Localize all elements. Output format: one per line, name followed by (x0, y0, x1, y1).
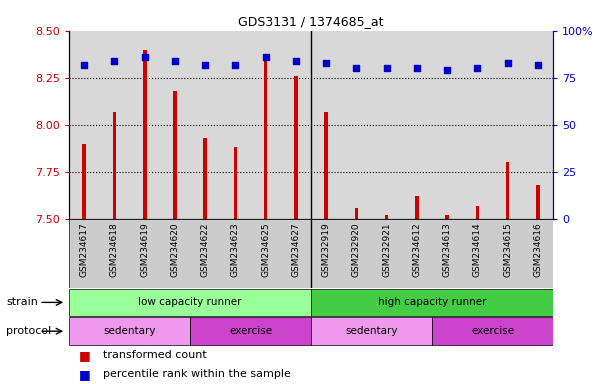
Bar (432, 317, 553, 345)
Bar (401, 31, 432, 219)
Text: GSM234622: GSM234622 (201, 222, 210, 277)
Bar (432, 31, 462, 219)
Bar (506, 162, 510, 219)
Text: GSM234618: GSM234618 (110, 222, 119, 277)
Text: GSM232920: GSM232920 (352, 222, 361, 277)
Point (382, 65, 391, 71)
Point (291, 58, 300, 64)
Point (109, 58, 119, 64)
Bar (523, 31, 553, 219)
Bar (492, 31, 523, 219)
Bar (462, 31, 492, 219)
Text: exercise: exercise (471, 326, 514, 336)
Title: GDS3131 / 1374685_at: GDS3131 / 1374685_at (238, 15, 384, 28)
Text: high capacity runner: high capacity runner (377, 297, 486, 308)
Bar (251, 31, 281, 219)
Bar (234, 147, 237, 219)
Text: GSM234615: GSM234615 (503, 222, 512, 277)
Text: GSM234614: GSM234614 (473, 222, 482, 277)
Bar (203, 138, 207, 219)
Bar (69, 289, 311, 316)
Text: ■: ■ (79, 349, 91, 362)
Bar (415, 196, 419, 219)
Point (412, 65, 422, 71)
Bar (475, 206, 479, 219)
Text: GSM234625: GSM234625 (261, 222, 270, 277)
Text: GSM234612: GSM234612 (412, 222, 421, 277)
Text: percentile rank within the sample: percentile rank within the sample (103, 369, 291, 379)
Bar (69, 31, 99, 219)
Text: strain: strain (6, 297, 38, 308)
Bar (130, 31, 160, 219)
Text: GSM234613: GSM234613 (442, 222, 451, 277)
Bar (341, 31, 371, 219)
Point (79, 61, 89, 68)
Bar (536, 185, 540, 219)
Text: GSM234620: GSM234620 (171, 222, 180, 277)
Bar (143, 50, 147, 219)
Bar (371, 31, 401, 219)
Bar (173, 91, 177, 219)
Point (200, 61, 210, 68)
Point (322, 60, 331, 66)
Point (472, 65, 482, 71)
Text: GSM234627: GSM234627 (291, 222, 300, 277)
Bar (69, 219, 553, 288)
Bar (190, 317, 311, 345)
Point (140, 54, 150, 60)
Bar (82, 144, 86, 219)
Bar (160, 31, 190, 219)
Bar (221, 31, 251, 219)
Bar (355, 208, 358, 219)
Text: GSM234617: GSM234617 (80, 222, 89, 277)
Bar (325, 112, 328, 219)
Bar (112, 112, 116, 219)
Point (231, 61, 240, 68)
Text: protocol: protocol (6, 326, 51, 336)
Bar (190, 31, 221, 219)
Bar (281, 31, 311, 219)
Point (170, 58, 180, 64)
Bar (264, 59, 267, 219)
Point (503, 60, 513, 66)
Text: exercise: exercise (229, 326, 272, 336)
Text: GSM234623: GSM234623 (231, 222, 240, 277)
Bar (294, 76, 297, 219)
Text: GSM234616: GSM234616 (533, 222, 542, 277)
Text: low capacity runner: low capacity runner (138, 297, 242, 308)
Bar (311, 289, 553, 316)
Bar (311, 31, 341, 219)
Bar (99, 31, 130, 219)
Bar (311, 317, 432, 345)
Point (442, 67, 452, 73)
Bar (385, 215, 388, 219)
Text: sedentary: sedentary (103, 326, 156, 336)
Text: sedentary: sedentary (345, 326, 398, 336)
Point (352, 65, 361, 71)
Text: GSM232921: GSM232921 (382, 222, 391, 277)
Bar (69, 317, 190, 345)
Point (261, 54, 270, 60)
Text: GSM234619: GSM234619 (140, 222, 149, 277)
Point (533, 61, 543, 68)
Text: ■: ■ (79, 368, 91, 381)
Text: transformed count: transformed count (103, 350, 207, 360)
Bar (445, 215, 449, 219)
Text: GSM232919: GSM232919 (322, 222, 331, 277)
